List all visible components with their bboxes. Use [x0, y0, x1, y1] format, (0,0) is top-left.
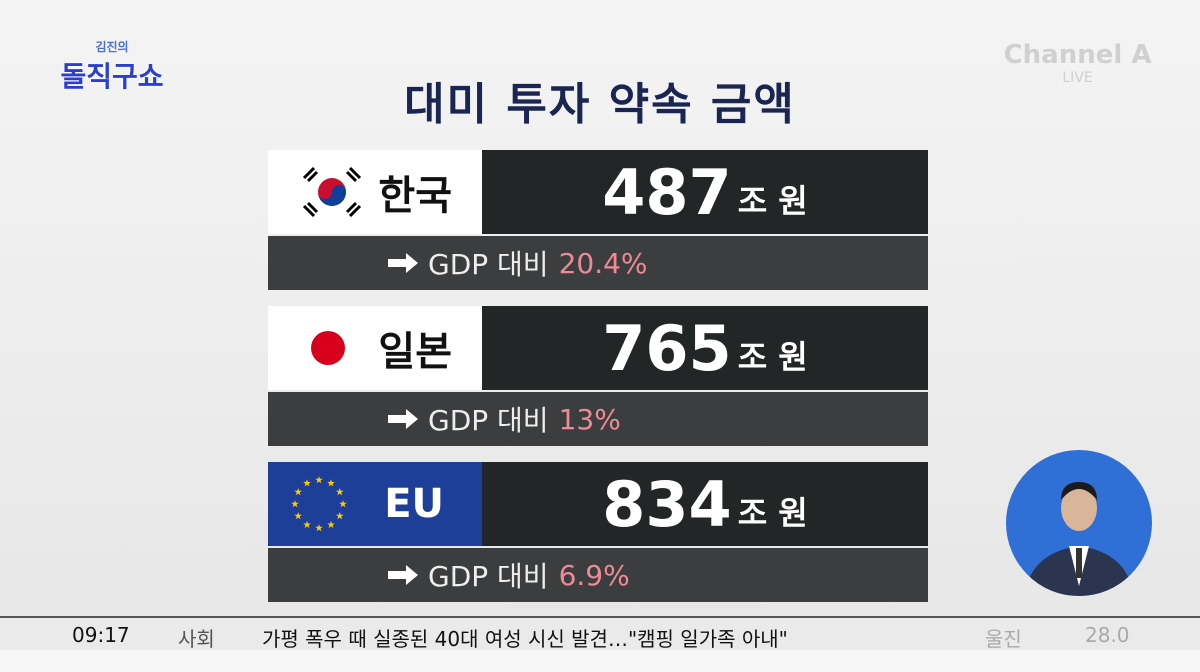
live: LIVE: [1062, 70, 1093, 86]
arrow: [388, 409, 418, 429]
country: EU: [268, 462, 482, 546]
amount-unit: 조 원: [737, 182, 808, 220]
eu-star: [339, 500, 347, 508]
gdp: GDP 대비 13%: [268, 392, 928, 446]
ticker-headline: 가평 폭우 때 실종된 40대 여성 시신 발견…"캠핑 일가족 아내": [262, 627, 788, 651]
weather-temp: 28.0: [1085, 623, 1130, 647]
amount: 487 조 원: [482, 150, 928, 234]
ticker-section: 사회: [178, 627, 215, 651]
gdp-label: GDP 대비: [428, 560, 549, 593]
gdp-value: 6.9%: [558, 558, 630, 592]
amount: 834 조 원: [482, 462, 928, 546]
footer: [0, 650, 1200, 672]
country-name: 한국: [378, 173, 452, 219]
eu-star: [315, 476, 323, 484]
gdp-value: 13%: [558, 402, 621, 436]
amount-value: 765: [602, 311, 732, 385]
channel-logo: Channel A LIVE: [995, 40, 1160, 86]
eu-star: [291, 500, 299, 508]
amount-unit: 조 원: [737, 494, 808, 532]
presenter: [1006, 450, 1152, 596]
eu-star: [336, 512, 344, 520]
country-name: 일본: [378, 329, 452, 375]
eu-star: [294, 488, 303, 496]
logo: 김진의 돌직구쇼: [52, 38, 172, 98]
gdp: GDP 대비 20.4%: [268, 236, 928, 290]
flag-japan: [311, 331, 346, 365]
arrow: [388, 565, 418, 585]
logo-main: 돌직구쇼: [60, 60, 164, 93]
eu-star: [303, 520, 311, 528]
logo-top: 김진의: [95, 40, 129, 54]
ticker-time: 09:17: [72, 623, 130, 647]
arrow: [388, 253, 418, 273]
amount-value: 487: [602, 155, 732, 229]
country-name: EU: [384, 481, 444, 527]
flag-eu: [291, 476, 347, 532]
title: 대미 투자 약속 금액: [404, 79, 796, 130]
weather-location: 울진: [985, 627, 1022, 651]
gdp-label: GDP 대비: [428, 404, 549, 437]
channel-name: Channel A: [1003, 40, 1152, 70]
eu-star: [327, 520, 335, 528]
ticker: 09:17 사회 가평 폭우 때 실종된 40대 여성 시신 발견…"캠핑 일가…: [0, 616, 1200, 652]
eu-star: [303, 479, 311, 487]
amount-unit: 조 원: [737, 338, 808, 376]
amount-value: 834: [602, 467, 732, 541]
eu-star: [294, 512, 303, 520]
gdp-value: 20.4%: [558, 246, 648, 280]
amount: 765 조 원: [482, 306, 928, 390]
gdp: GDP 대비 6.9%: [268, 548, 928, 602]
eu-star: [315, 524, 323, 532]
flag-korea: [303, 166, 362, 218]
country: 한국: [268, 150, 482, 234]
eu-star: [327, 479, 335, 487]
eu-star: [336, 488, 344, 496]
country: 일본: [268, 306, 482, 390]
gdp-label: GDP 대비: [428, 248, 549, 281]
